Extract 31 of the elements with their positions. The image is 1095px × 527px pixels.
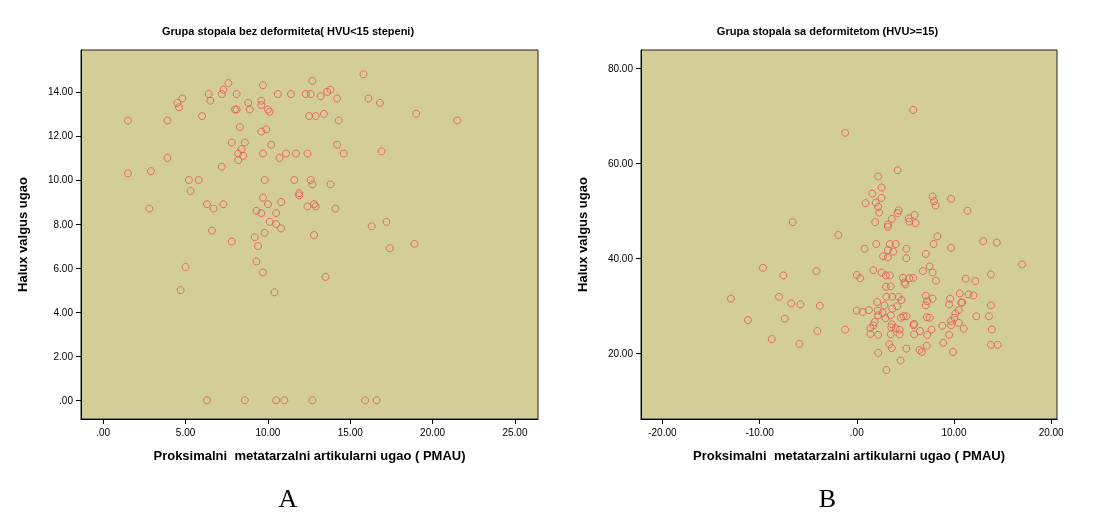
- x-tick-label: 20.00: [1038, 426, 1065, 438]
- x-tick-label: 5.00: [175, 426, 196, 438]
- y-tick-label: 20.00: [607, 347, 634, 359]
- x-tick-label: 10.00: [941, 426, 967, 438]
- text: B: [818, 483, 837, 513]
- y-tick-label: 4.00: [53, 306, 74, 318]
- y-tick-label: 6.00: [53, 262, 74, 274]
- y-tick-label: 2.00: [53, 350, 74, 362]
- y-tick-label: 40.00: [607, 252, 634, 264]
- y-tick-label: 80.00: [607, 62, 634, 74]
- chart-title: Grupa stopala sa deformitetom (HVU>=15): [716, 24, 939, 37]
- x-tick-label: .00: [96, 426, 111, 438]
- y-tick-label: 14.00: [47, 86, 74, 98]
- x-axis-title: Proksimalni metatarzalni artikularni ugao ( PMAU): [153, 448, 466, 463]
- y-axis-title: Halux valgus ugao: [15, 177, 30, 292]
- y-tick-label: 8.00: [53, 218, 74, 230]
- y-tick-label: 60.00: [607, 157, 634, 169]
- x-tick-label: 25.00: [502, 426, 528, 438]
- y-axis-title: Halux valgus ugao: [575, 177, 590, 292]
- x-tick-label: -10.00: [745, 426, 775, 438]
- x-tick-label: 15.00: [337, 426, 364, 438]
- text: A: [278, 483, 298, 513]
- y-tick-label: 12.00: [47, 130, 74, 142]
- y-tick-label: .00: [59, 394, 74, 406]
- x-tick-label: 20.00: [420, 426, 446, 438]
- x-tick-label: .00: [849, 426, 865, 438]
- x-tick-label: -20.00: [648, 426, 677, 438]
- x-tick-label: 10.00: [255, 426, 281, 438]
- chart-title: Grupa stopala bez deformiteta( HVU<15 stepeni): [161, 24, 415, 37]
- x-axis-title: Proksimalni metatarzalni artikularni ugao ( PMAU): [692, 448, 1006, 463]
- y-tick-label: 10.00: [47, 174, 74, 186]
